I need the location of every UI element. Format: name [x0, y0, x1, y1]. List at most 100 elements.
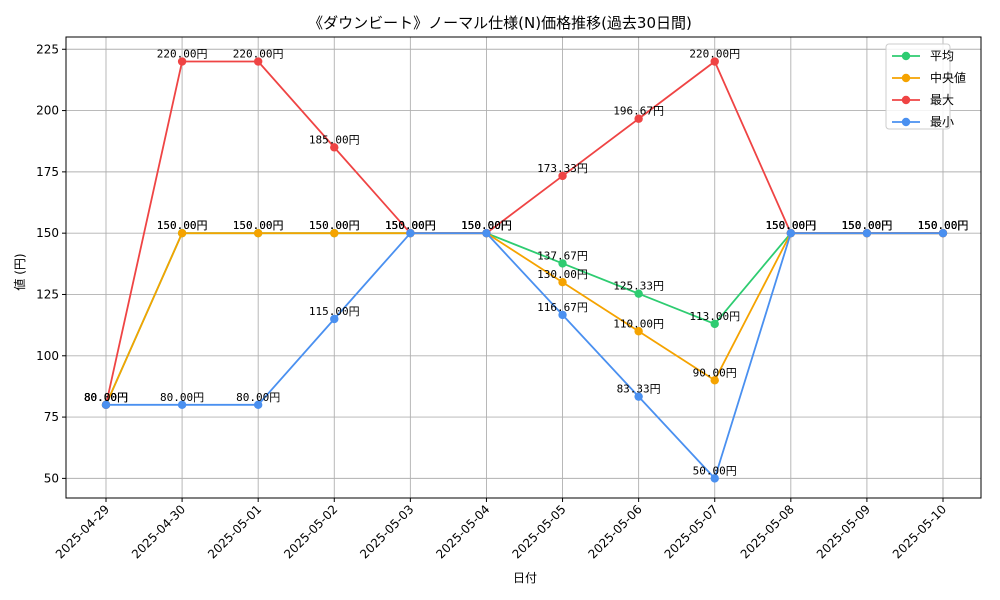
data-label: 150.00円: [309, 219, 360, 232]
data-point: [634, 289, 643, 298]
y-tick-label: 75: [44, 410, 59, 424]
y-tick-label: 200: [36, 104, 59, 118]
y-tick-label: 150: [36, 226, 59, 240]
data-point: [558, 278, 567, 287]
data-label: 150.00円: [157, 219, 208, 232]
x-tick-label: 2025-05-01: [205, 502, 264, 561]
x-tick-label: 2025-05-06: [586, 502, 645, 561]
legend-label: 中央値: [930, 70, 966, 85]
plot-area: 50 75 100 125 150 175 200 225 2025-04-29 2025-04-…: [36, 36, 982, 561]
data-label: 50.00円: [693, 464, 737, 477]
data-label: 90.00円: [693, 366, 737, 379]
data-label: 150.00円: [461, 219, 512, 232]
legend-box: [885, 43, 951, 130]
data-label: 185.00円: [309, 133, 360, 146]
data-label: 150.00円: [461, 219, 512, 232]
data-label: 150.00円: [842, 219, 893, 232]
x-tick-label: 2025-05-04: [433, 502, 492, 561]
data-label: 150.00円: [842, 219, 893, 232]
data-point: [710, 57, 719, 66]
data-label: 130.00円: [537, 268, 588, 281]
data-label: 150.00円: [918, 219, 969, 232]
data-label: 80.00円: [84, 391, 128, 404]
legend-swatch-marker: [901, 51, 911, 61]
data-label: 80.00円: [160, 391, 204, 404]
y-tick-label: 125: [36, 287, 59, 301]
data-point: [634, 327, 643, 336]
series-line: [106, 232, 943, 480]
data-label: 80.00円: [84, 391, 128, 404]
x-tick-label: 2025-05-05: [509, 502, 568, 561]
data-point: [710, 474, 719, 483]
data-label: 137.67円: [537, 249, 588, 262]
x-tick-label: 2025-05-02: [281, 502, 340, 561]
data-label: 220.00円: [157, 48, 208, 61]
plot-frame: [65, 36, 982, 499]
data-label: 220.00円: [689, 48, 740, 61]
data-point: [177, 57, 187, 66]
data-label: 150.00円: [918, 219, 969, 232]
data-point: [253, 400, 263, 410]
data-label: 115.00円: [309, 305, 360, 318]
data-point: [634, 392, 643, 401]
x-tick-label: 2025-05-10: [890, 502, 949, 561]
data-label: 150.00円: [385, 219, 436, 232]
series-line: [105, 232, 943, 406]
data-label: 150.00円: [842, 219, 893, 232]
data-label: 150.00円: [385, 219, 436, 232]
data-point: [938, 228, 948, 238]
legend-swatch-marker: [901, 117, 911, 127]
data-point: [482, 228, 491, 238]
data-label: 80.00円: [84, 391, 128, 404]
data-label: 116.67円: [537, 301, 588, 314]
data-label: 150.00円: [233, 219, 284, 232]
data-label: 80.00円: [236, 391, 280, 404]
y-axis-title: 値 (円): [12, 253, 27, 290]
data-point: [786, 228, 796, 238]
y-tick-label: 225: [36, 42, 59, 56]
data-label: 113.00円: [689, 310, 740, 323]
data-point: [558, 310, 567, 320]
data-point: [710, 376, 719, 385]
data-label: 150.00円: [461, 219, 512, 232]
data-label: 150.00円: [842, 219, 893, 232]
legend-swatch-marker: [901, 73, 911, 83]
data-label: 220.00円: [233, 48, 284, 61]
data-label: 196.67円: [613, 105, 664, 118]
x-tick-label: 2025-05-07: [662, 502, 721, 561]
x-tick-label: 2025-04-30: [129, 502, 188, 561]
data-label: 150.00円: [309, 219, 360, 232]
data-label: 150.00円: [918, 219, 969, 232]
chart-title: 《ダウンビート》ノーマル仕様(N)価格推移(過去30日間): [308, 14, 692, 32]
data-label: 150.00円: [233, 219, 284, 232]
data-label: 150.00円: [765, 219, 816, 232]
data-label: 110.00円: [613, 317, 664, 330]
data-point: [177, 228, 187, 238]
x-tick-label: 2025-05-03: [357, 502, 416, 561]
x-axis-title: 日付: [513, 571, 537, 585]
data-label: 150.00円: [385, 219, 436, 232]
data-point: [177, 400, 187, 410]
legend-swatch-marker: [901, 95, 911, 105]
data-point: [253, 228, 263, 238]
y-tick-label: 100: [36, 349, 59, 363]
data-label: 150.00円: [918, 219, 969, 232]
data-label: 173.33円: [537, 162, 588, 175]
x-tick-label: 2025-05-08: [738, 502, 797, 561]
x-tick-label: 2025-04-29: [53, 502, 112, 561]
data-label: 125.33円: [613, 280, 664, 293]
data-point: [862, 228, 872, 238]
data-label: 150.00円: [461, 219, 512, 232]
data-point: [634, 114, 643, 123]
data-label: 150.00円: [765, 219, 816, 232]
data-label: 83.33円: [617, 383, 661, 396]
data-point: [101, 400, 111, 410]
data-label: 150.00円: [385, 219, 436, 232]
data-label: 150.00円: [765, 219, 816, 232]
data-label: 80.00円: [84, 391, 128, 404]
data-point: [330, 228, 339, 238]
y-tick-label: 175: [36, 165, 59, 179]
data-point: [253, 57, 263, 66]
data-point: [558, 171, 567, 181]
